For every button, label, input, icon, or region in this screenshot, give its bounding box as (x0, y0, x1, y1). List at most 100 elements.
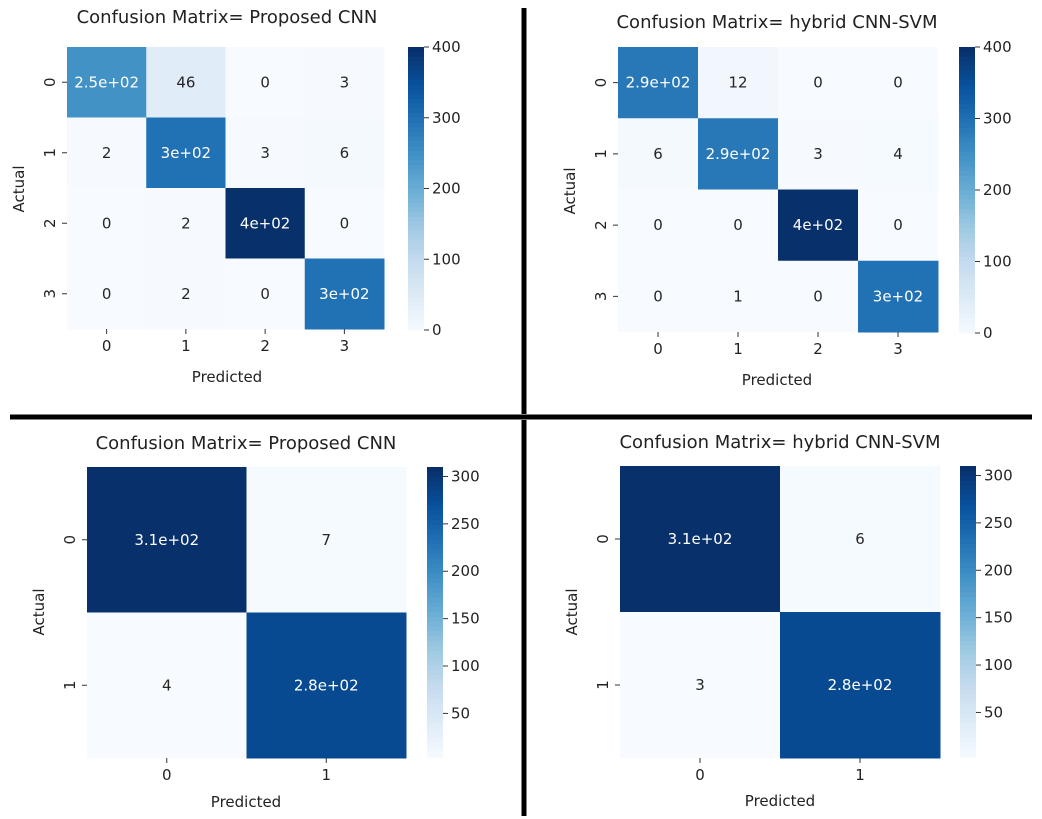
y-tick-label: 2 (592, 220, 610, 230)
colorbar-segment (408, 240, 424, 246)
colorbar-segment (959, 132, 975, 139)
colorbar-segment (960, 727, 976, 734)
colorbar-segment (427, 612, 443, 618)
colorbar-segment (959, 256, 975, 263)
colorbar-segment (960, 606, 976, 613)
colorbar-tick-label: 150 (451, 610, 480, 628)
heatmap-cell (67, 188, 147, 259)
colorbar-segment (427, 500, 443, 507)
colorbar-tick-label: 0 (983, 324, 993, 342)
colorbar-segment (427, 655, 443, 661)
cell-annotation: 4 (893, 145, 903, 163)
colorbar-segment (960, 718, 976, 724)
colorbar-segment (959, 161, 975, 167)
colorbar-tick-label: 400 (983, 38, 1012, 56)
colorbar-segment (408, 287, 424, 293)
colorbar-segment (959, 323, 975, 329)
heatmap-cell (618, 189, 699, 262)
heatmap-cell (225, 117, 306, 189)
cell-annotation: 4 (162, 676, 172, 694)
colorbar-segment (960, 752, 976, 758)
cell-annotation: 0 (260, 73, 270, 91)
heatmap-cell (87, 467, 247, 613)
colorbar-segment (959, 61, 975, 67)
cell-annotation: 6 (653, 145, 663, 163)
cell-annotation: 4e+02 (240, 214, 290, 232)
y-axis-label: Actual (563, 589, 581, 636)
colorbar-segment (959, 275, 975, 282)
cell-annotation: 2 (102, 144, 112, 162)
y-axis-label: Actual (30, 589, 48, 636)
colorbar-segment (427, 718, 443, 724)
colorbar-segment (408, 150, 424, 157)
cell-annotation: 0 (102, 285, 112, 303)
colorbar-segment (427, 660, 443, 666)
colorbar-segment (408, 226, 424, 232)
colorbar-segment (960, 596, 976, 603)
colorbar-segment (427, 626, 443, 632)
x-tick-label: 3 (340, 337, 350, 355)
colorbar-tick-label: 250 (451, 515, 480, 533)
colorbar-segment (960, 514, 976, 520)
colorbar-segment (960, 558, 976, 564)
colorbar-segment (960, 616, 976, 622)
colorbar-segment (408, 56, 424, 62)
colorbar-segment (960, 713, 976, 719)
colorbar-segment (960, 563, 976, 569)
cell-annotation: 2.8e+02 (828, 676, 893, 694)
colorbar-segment (408, 51, 424, 58)
cell-annotation: 0 (733, 216, 743, 234)
colorbar-segment (427, 684, 443, 690)
colorbar-segment (408, 183, 424, 190)
colorbar-segment (427, 583, 443, 589)
cell-annotation: 0 (653, 216, 663, 234)
cell-annotation: 0 (260, 285, 270, 303)
heatmap-cell (858, 47, 939, 119)
colorbar-segment (427, 549, 443, 555)
colorbar-segment (427, 708, 443, 715)
cell-annotation: 3 (813, 145, 823, 163)
cell-annotation: 2.9e+02 (626, 74, 691, 92)
colorbar-segment (408, 164, 424, 171)
colorbar-segment (427, 481, 443, 487)
colorbar-segment (959, 70, 975, 77)
colorbar-segment (960, 679, 976, 685)
colorbar-segment (959, 299, 975, 305)
chart-title: Confusion Matrix= Proposed CNN (77, 7, 378, 28)
colorbar-segment (959, 309, 975, 315)
colorbar-segment (427, 539, 443, 545)
colorbar-segment (959, 142, 975, 148)
colorbar-segment (959, 318, 975, 325)
colorbar-tick-label: 300 (983, 110, 1012, 128)
heatmap-panel-0: Confusion Matrix= Proposed CNN 2.5e+02 46 0… (10, 7, 461, 386)
colorbar-segment (408, 315, 424, 322)
x-tick-label: 2 (260, 337, 270, 355)
cell-annotation: 2.5e+02 (74, 73, 139, 91)
heatmap-cell (304, 117, 385, 189)
heatmap-cell (778, 118, 859, 190)
x-tick-label: 1 (855, 766, 865, 784)
colorbar-segment (959, 108, 975, 115)
y-tick-label: 0 (61, 535, 79, 545)
chart-title: Confusion Matrix= Proposed CNN (96, 433, 397, 454)
cell-annotation: 7 (321, 531, 331, 549)
colorbar-segment (959, 271, 975, 277)
colorbar-segment (408, 259, 424, 265)
colorbar-segment (408, 75, 424, 81)
colorbar-segment (959, 280, 975, 286)
colorbar-segment (427, 520, 443, 526)
x-axis-label: Predicted (745, 792, 815, 810)
colorbar-tick-label: 200 (451, 562, 480, 580)
heatmap-cell (146, 188, 226, 259)
cell-annotation: 6 (340, 144, 350, 162)
heatmap-cell (67, 47, 147, 118)
colorbar-segment (959, 113, 975, 120)
colorbar-segment (959, 99, 975, 105)
colorbar-segment (427, 597, 443, 603)
colorbar-segment (960, 485, 976, 491)
colorbar-segment (408, 146, 424, 152)
colorbar-segment (427, 665, 443, 671)
colorbar-segment (427, 515, 443, 521)
colorbar-segment (960, 466, 976, 472)
colorbar-segment (427, 534, 443, 541)
